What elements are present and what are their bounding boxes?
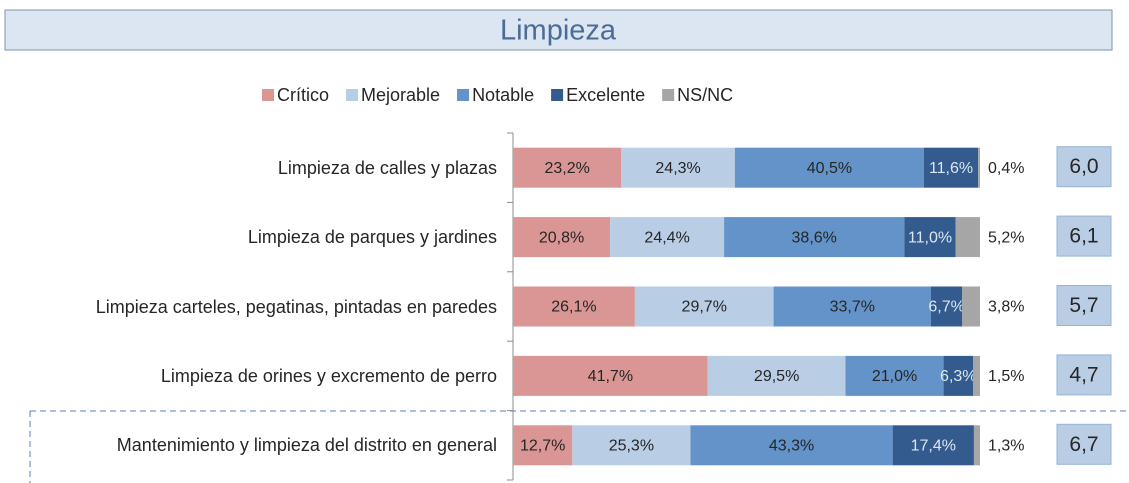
score-label: 6,1 [1069,225,1098,248]
data-label: 11,6% [929,160,973,177]
bar-segment [610,217,725,258]
score-box [1056,285,1112,326]
category-label-text: Limpieza carteles, pegatinas, pintadas e… [95,296,497,317]
score-label: 6,0 [1069,155,1098,178]
bar-segment [962,286,980,327]
bar-segment [513,286,635,327]
data-label: 20,8% [539,229,584,246]
category-label-text: Limpieza de calles y plazas [277,157,497,178]
data-label: 0,4% [988,160,1024,177]
bar-segment [513,355,708,396]
bar-segment [634,286,774,327]
category-label: Limpieza de calles y plazas [60,157,497,179]
data-label: 33,7% [830,299,875,316]
bar-segment [845,355,944,396]
legend-swatch [551,89,564,101]
legend-swatch [346,89,359,101]
bar-segment [892,425,974,466]
bar-segment [904,217,956,258]
data-label: 12,7% [520,438,565,455]
bar-segment [943,355,973,396]
chart-title: Limpieza [500,15,617,47]
data-label: 21,0% [872,368,917,385]
score-box [1056,423,1112,465]
bar-segment [513,425,573,466]
category-label: Limpieza de parques y jardines [60,226,497,248]
category-label: Limpieza carteles, pegatinas, pintadas e… [60,296,497,318]
data-label: 25,3% [609,438,654,455]
legend-label: Mejorable [361,85,440,105]
data-label: 5,2% [988,229,1024,246]
data-label: 24,3% [655,160,700,177]
data-label: 1,5% [988,368,1024,385]
category-label-text: Limpieza de orines y excremento de perro [160,365,497,386]
data-label: 23,2% [544,160,589,177]
data-label: 1,3% [988,438,1024,455]
data-label: 43,3% [769,438,814,455]
bar-segment [690,425,893,466]
bar-segment [930,286,963,327]
bar-segment [621,147,735,188]
bar-segment [773,286,931,327]
score-label: 6,7 [1069,433,1098,456]
bar-segment [513,147,622,188]
category-label: Mantenimiento y limpieza del distrito en… [60,434,497,456]
category-label: Limpieza de orines y excremento de perro [60,365,497,387]
legend-swatch [457,89,470,101]
data-label: 41,7% [588,368,633,385]
bar-segment [707,355,846,396]
legend-label: Notable [472,85,534,105]
bar-segment [955,217,980,258]
data-label: 38,6% [792,229,837,246]
score-label: 4,7 [1069,363,1098,386]
bar-segment [572,425,691,466]
data-label: 17,4% [911,438,956,455]
data-label: 29,5% [754,368,799,385]
bar-segment [978,147,980,188]
legend-swatch [262,89,274,101]
category-label-text: Mantenimiento y limpieza del distrito en… [116,435,497,456]
bar-segment [513,217,611,258]
data-label: 29,7% [682,299,727,316]
score-label: 5,7 [1069,294,1098,317]
legend-label: Crítico [277,85,329,105]
bar-segment [973,425,980,466]
bar-segment [923,147,979,188]
legend-swatch [662,89,675,101]
legend-label: Excelente [566,85,645,105]
bar-segment [972,355,980,396]
bar-segment [724,217,905,258]
score-box [1056,146,1112,188]
legend-label: NS/NC [677,85,733,105]
category-label-text: Limpieza de parques y jardines [247,227,497,248]
data-label: 6,7% [928,299,964,316]
data-label: 6,3% [940,368,976,385]
score-box [1056,215,1112,257]
data-label: 26,1% [551,299,596,316]
title-box [4,9,1113,51]
data-label: 11,0% [908,229,952,246]
data-label: 40,5% [807,160,852,177]
data-label: 24,4% [644,229,689,246]
score-box [1056,354,1112,396]
data-label: 3,8% [988,299,1024,316]
bar-segment [734,147,924,188]
